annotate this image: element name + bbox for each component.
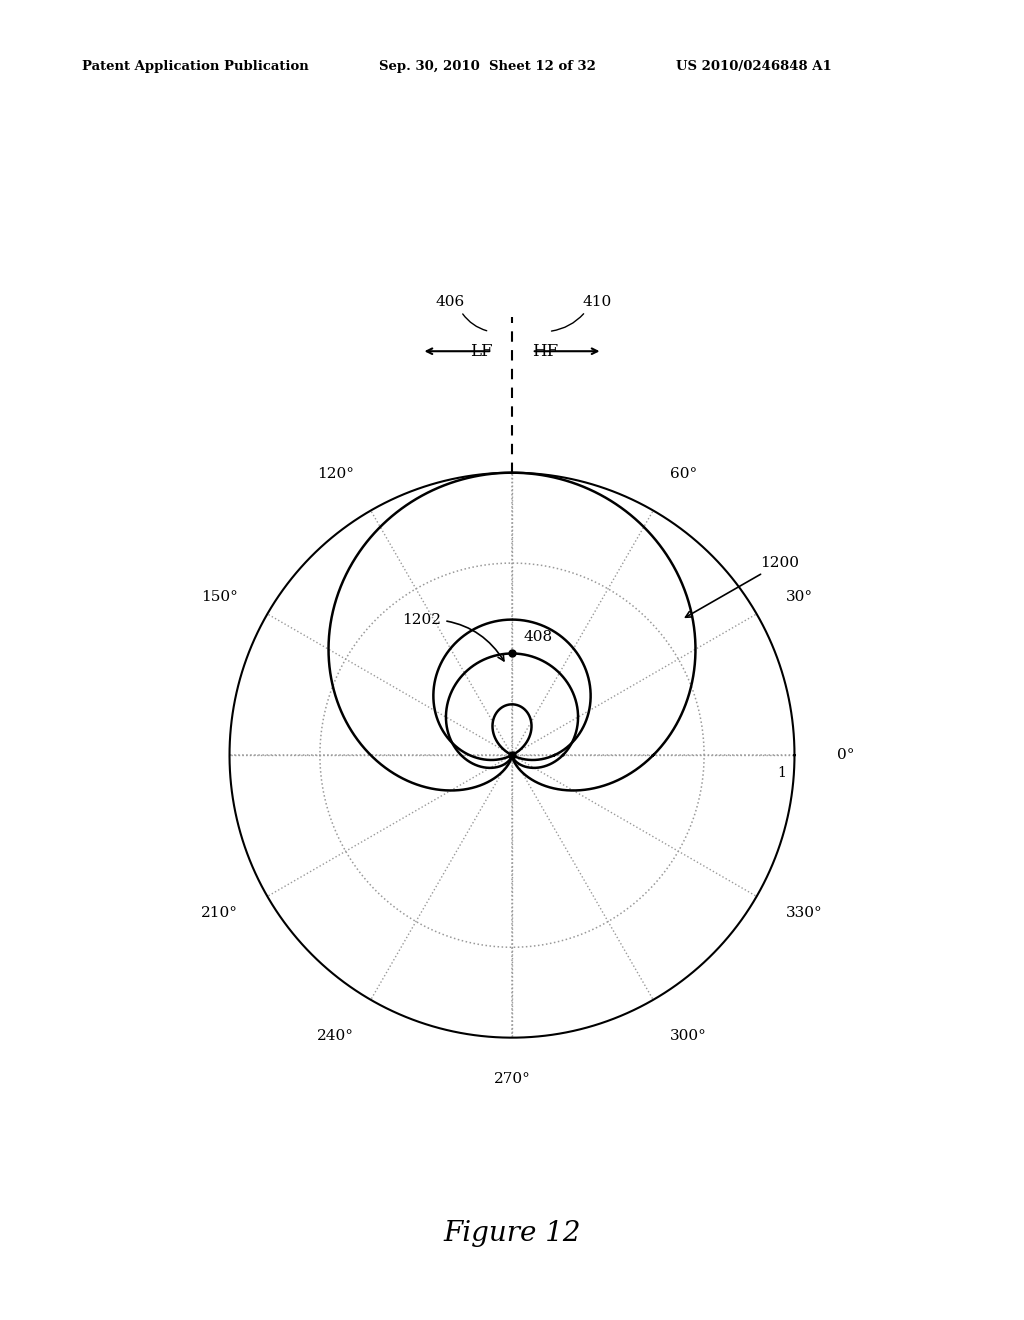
Text: Sep. 30, 2010  Sheet 12 of 32: Sep. 30, 2010 Sheet 12 of 32 xyxy=(379,59,596,73)
Text: Patent Application Publication: Patent Application Publication xyxy=(82,59,308,73)
Text: 210°: 210° xyxy=(201,907,238,920)
Text: 406: 406 xyxy=(435,294,465,309)
Text: 1: 1 xyxy=(777,767,786,780)
Text: 120°: 120° xyxy=(316,467,354,482)
Text: 410: 410 xyxy=(582,294,611,309)
Text: 0°: 0° xyxy=(837,748,854,762)
Text: 30°: 30° xyxy=(786,590,813,605)
Text: 60°: 60° xyxy=(670,467,697,482)
Text: LF: LF xyxy=(470,343,493,360)
Text: 1202: 1202 xyxy=(402,612,504,661)
Text: 240°: 240° xyxy=(316,1030,354,1043)
Text: 408: 408 xyxy=(523,630,552,644)
Text: HF: HF xyxy=(531,343,558,360)
Text: 270°: 270° xyxy=(494,1072,530,1085)
Text: 1200: 1200 xyxy=(685,556,800,618)
Text: 150°: 150° xyxy=(201,590,238,605)
Text: 300°: 300° xyxy=(670,1030,707,1043)
Text: 330°: 330° xyxy=(786,907,822,920)
Text: US 2010/0246848 A1: US 2010/0246848 A1 xyxy=(676,59,831,73)
Text: Figure 12: Figure 12 xyxy=(443,1221,581,1247)
